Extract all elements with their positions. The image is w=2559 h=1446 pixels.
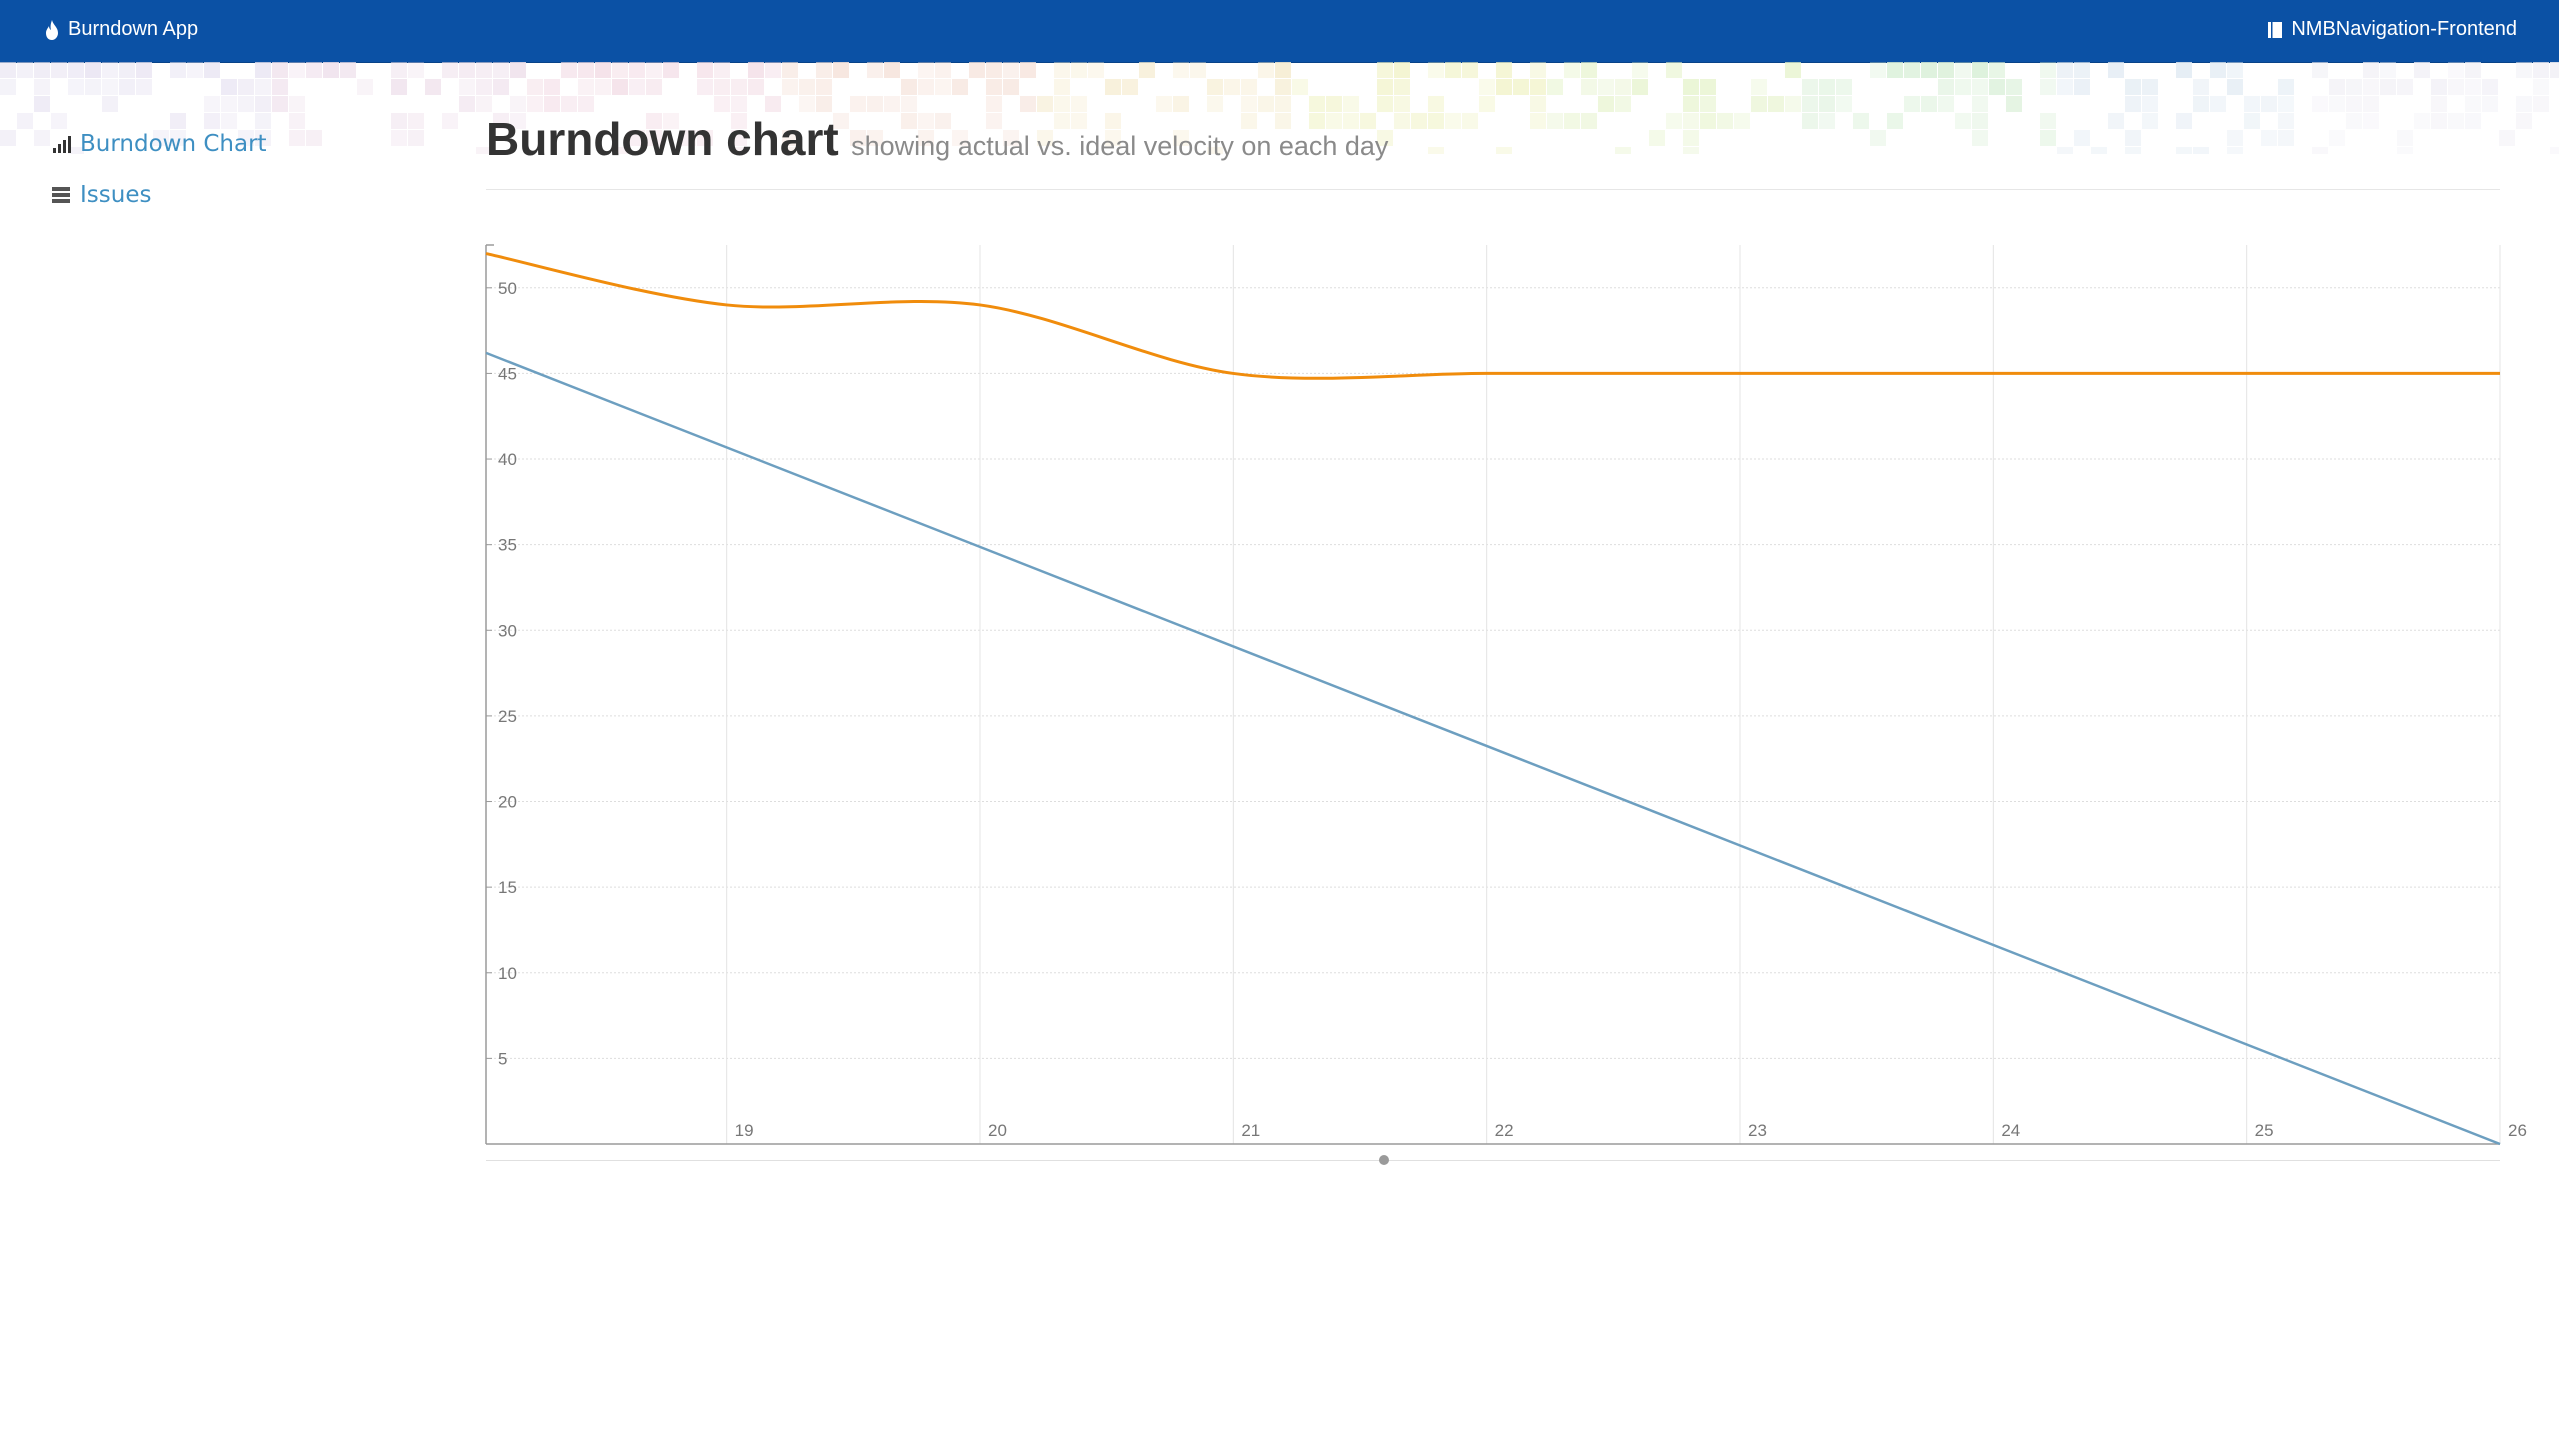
x-tick-label: 25 bbox=[2255, 1121, 2274, 1140]
y-tick-label: 50 bbox=[498, 279, 517, 298]
top-navbar: Burndown App NMBNavigation-Frontend bbox=[0, 0, 2559, 63]
ideal-series-line bbox=[485, 351, 2501, 1146]
y-tick-label: 15 bbox=[498, 878, 517, 897]
sidebar-nav: Burndown Chart Issues bbox=[50, 126, 430, 228]
list-icon bbox=[52, 187, 70, 203]
x-tick-label: 19 bbox=[735, 1121, 754, 1140]
x-tick-label: 23 bbox=[1748, 1121, 1767, 1140]
page-title: Burndown chart bbox=[486, 113, 839, 165]
chart-resize-handle[interactable] bbox=[1379, 1155, 1389, 1165]
actual-series-line bbox=[485, 252, 2500, 380]
y-tick-label: 30 bbox=[498, 621, 517, 640]
y-tick-label: 45 bbox=[498, 364, 517, 383]
sidebar-item-issues[interactable]: Issues bbox=[50, 177, 430, 213]
header-mosaic-banner bbox=[0, 62, 2559, 154]
y-tick-label: 10 bbox=[498, 964, 517, 983]
sidebar-item-burndown-chart[interactable]: Burndown Chart bbox=[50, 126, 430, 162]
sidebar-item-label: Burndown Chart bbox=[80, 131, 267, 157]
y-tick-label: 25 bbox=[498, 707, 517, 726]
sidebar-item-label: Issues bbox=[80, 182, 152, 208]
app-title: Burndown App bbox=[68, 18, 199, 40]
title-divider bbox=[486, 189, 2500, 190]
brand-link[interactable]: Burndown App bbox=[44, 18, 198, 41]
x-tick-label: 24 bbox=[2001, 1121, 2020, 1140]
y-tick-label: 20 bbox=[498, 793, 517, 812]
x-tick-label: 26 bbox=[2508, 1121, 2527, 1140]
x-tick-label: 20 bbox=[988, 1121, 1007, 1140]
bar-chart-icon bbox=[53, 136, 71, 153]
repo-selector[interactable]: NMBNavigation-Frontend bbox=[2267, 18, 2517, 41]
page-subtitle: showing actual vs. ideal velocity on eac… bbox=[851, 131, 1389, 161]
y-tick-label: 40 bbox=[498, 450, 517, 469]
page-header: Burndown chart showing actual vs. ideal … bbox=[486, 112, 1388, 166]
y-tick-label: 5 bbox=[498, 1049, 507, 1068]
book-icon bbox=[2268, 21, 2283, 38]
chart-bottom-divider bbox=[486, 1160, 2500, 1161]
x-tick-label: 21 bbox=[1241, 1121, 1260, 1140]
repo-name: NMBNavigation-Frontend bbox=[2291, 18, 2517, 40]
burndown-chart: 5 10 15 20 25 30 35 40 45 50 19 20 21 22 23 24 25 26 bbox=[485, 244, 2527, 1146]
flame-icon bbox=[46, 19, 58, 40]
y-tick-label: 35 bbox=[498, 536, 517, 555]
x-tick-label: 22 bbox=[1495, 1121, 1514, 1140]
